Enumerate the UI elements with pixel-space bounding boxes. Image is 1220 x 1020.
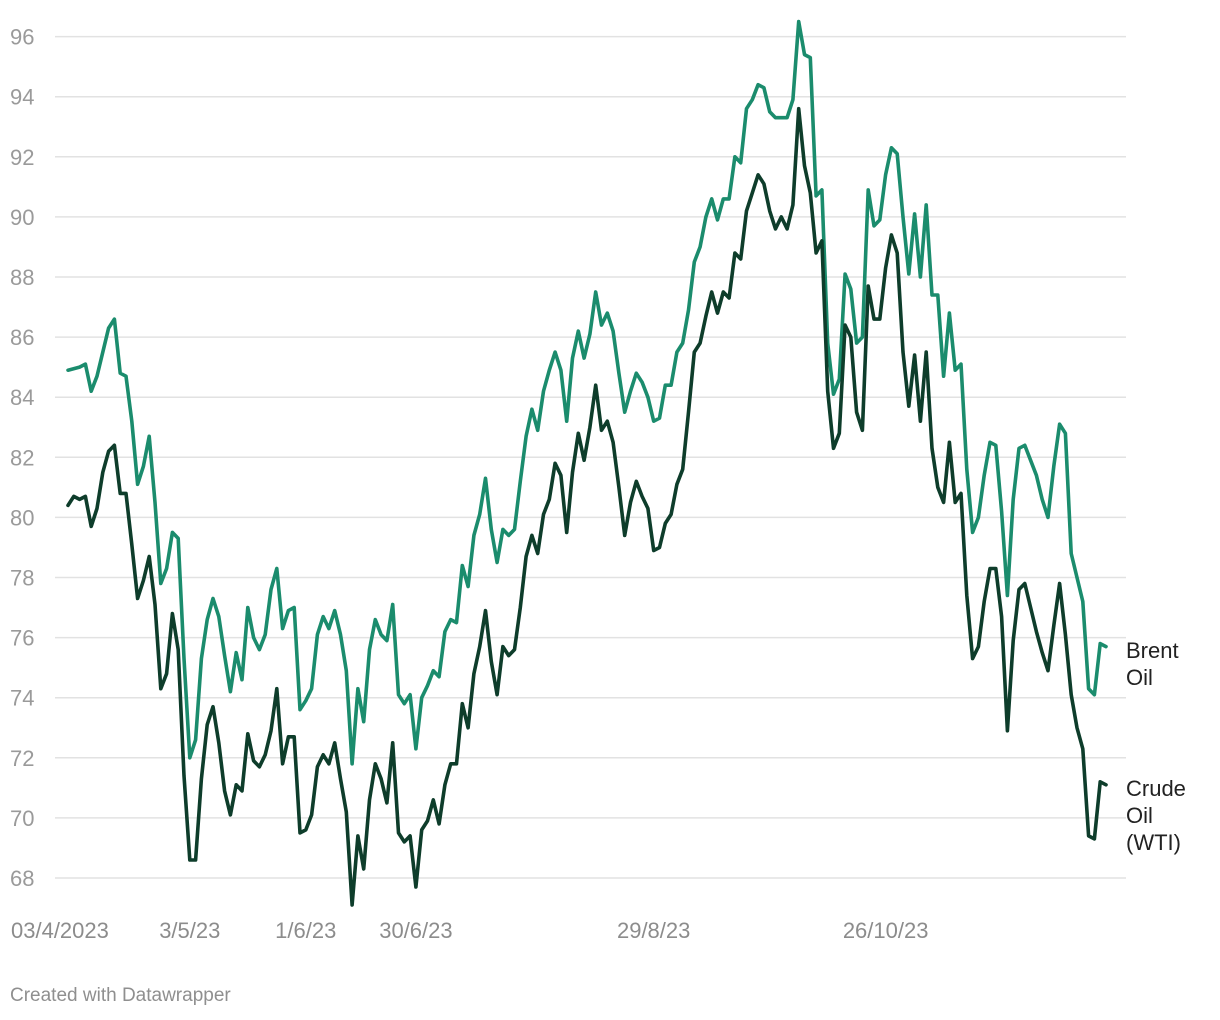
y-tick-label: 88 (10, 265, 34, 290)
y-tick-label: 74 (10, 686, 34, 711)
brent-oil-label: Brent Oil (1126, 638, 1179, 690)
x-tick-label: 1/6/23 (275, 918, 336, 943)
series-label-line: Oil (1126, 665, 1153, 690)
y-tick-label: 94 (10, 85, 34, 110)
brent-oil-line (66, 19, 1108, 766)
y-tick-label: 68 (10, 866, 34, 891)
y-tick-label: 92 (10, 145, 34, 170)
y-tick-label: 90 (10, 205, 34, 230)
series-label-line: (WTI) (1126, 830, 1181, 855)
x-tick-label: 29/8/23 (617, 918, 690, 943)
y-tick-label: 70 (10, 806, 34, 831)
x-axis-ticks: 03/4/2023 3/5/23 1/6/23 30/6/23 29/8/23 26/10… (11, 918, 928, 943)
x-tick-label: 26/10/23 (843, 918, 929, 943)
y-axis-ticks: 68 70 72 74 76 78 80 82 84 86 88 90 92 94 96 (10, 25, 34, 891)
x-tick-label: 03/4/2023 (11, 918, 109, 943)
x-tick-label: 3/5/23 (159, 918, 220, 943)
line-chart: 68 70 72 74 76 78 80 82 84 86 88 90 92 94 96 03/4/2023… (10, 19, 1186, 943)
y-tick-label: 84 (10, 385, 34, 410)
y-tick-label: 78 (10, 566, 34, 591)
wti-crude-oil-label: Crude Oil (WTI) (1126, 776, 1186, 855)
gridlines (55, 35, 1126, 879)
y-tick-label: 96 (10, 25, 34, 50)
series-label-line: Oil (1126, 803, 1153, 828)
y-tick-label: 72 (10, 746, 34, 771)
wti-crude-oil-line (66, 106, 1108, 907)
y-tick-label: 76 (10, 626, 34, 651)
y-tick-label: 86 (10, 325, 34, 350)
y-tick-label: 80 (10, 505, 34, 530)
series-label-line: Crude (1126, 776, 1186, 801)
series-label-line: Brent (1126, 638, 1179, 663)
series-lines (66, 19, 1108, 907)
y-tick-label: 82 (10, 445, 34, 470)
datawrapper-credit: Created with Datawrapper (10, 985, 231, 1006)
x-tick-label: 30/6/23 (379, 918, 452, 943)
